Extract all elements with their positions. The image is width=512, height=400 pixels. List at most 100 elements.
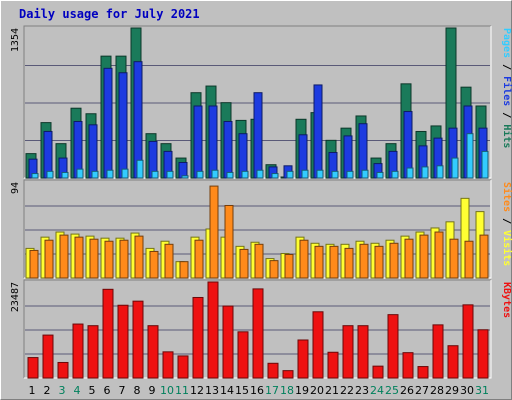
bar-pages-day-3	[61, 171, 69, 179]
bar-files-day-7	[118, 72, 128, 179]
bar-sites-day-20	[314, 245, 324, 279]
bar-files-day-20	[313, 84, 323, 179]
legend-separator: /	[501, 106, 512, 124]
bar-sites-day-25	[389, 242, 399, 279]
day-label-10: 10	[160, 384, 174, 397]
bar-sites-day-16	[254, 243, 264, 279]
bar-pages-day-17	[271, 173, 279, 179]
day-label-24: 24	[370, 384, 384, 397]
day-label-21: 21	[325, 384, 339, 397]
bar-sites-day-13	[209, 185, 219, 279]
bar-sites-day-7	[119, 239, 129, 279]
day-label-25: 25	[385, 384, 399, 397]
bar-sites-day-28	[434, 231, 444, 279]
bar-pages-day-20	[316, 169, 324, 179]
panel-2: 94 Sites / Visits	[10, 179, 512, 279]
bar-sites-day-18	[284, 254, 294, 279]
bar-sites-day-9	[149, 250, 159, 279]
day-label-4: 4	[74, 384, 81, 397]
bar-kbytes-day-22	[342, 325, 354, 379]
day-label-1: 1	[29, 384, 36, 397]
bar-sites-day-24	[374, 245, 384, 279]
bar-kbytes-day-24	[372, 365, 384, 379]
bar-sites-day-29	[449, 238, 459, 279]
bar-kbytes-day-11	[177, 355, 189, 379]
day-label-14: 14	[220, 384, 234, 397]
day-label-5: 5	[89, 384, 96, 397]
day-label-11: 11	[175, 384, 189, 397]
bar-sites-day-30	[464, 240, 474, 279]
bar-kbytes-day-21	[327, 351, 339, 379]
bar-kbytes-day-23	[357, 325, 369, 379]
bar-kbytes-day-10	[162, 351, 174, 379]
bar-pages-day-9	[151, 170, 159, 179]
panel-1: 1354 Pages / Files / Hits	[10, 25, 512, 179]
bar-pages-day-18	[286, 170, 294, 179]
bar-files-day-5	[88, 124, 98, 179]
bar-pages-day-19	[301, 169, 309, 179]
bar-kbytes-day-1	[27, 357, 39, 379]
bar-pages-day-27	[421, 166, 429, 179]
legend-separator: /	[501, 212, 512, 230]
bar-kbytes-day-28	[432, 324, 444, 379]
bar-pages-day-31	[481, 150, 489, 179]
bar-sites-day-14	[224, 204, 234, 279]
bar-sites-day-11	[179, 261, 189, 279]
bar-kbytes-day-2	[42, 334, 54, 379]
bar-pages-day-22	[346, 170, 354, 179]
bar-pages-day-14	[226, 171, 234, 179]
bar-kbytes-day-12	[192, 296, 204, 379]
bar-files-day-6	[103, 67, 113, 179]
legend-label: Pages / Files / Hits	[501, 28, 512, 148]
bar-sites-day-15	[239, 248, 249, 279]
day-label-9: 9	[149, 384, 156, 397]
bar-pages-day-1	[31, 173, 39, 179]
legend-label: KBytes	[501, 282, 512, 318]
bar-pages-day-12	[196, 170, 204, 179]
day-label-20: 20	[310, 384, 324, 397]
day-label-15: 15	[235, 384, 249, 397]
legend-separator: /	[501, 58, 512, 76]
bar-pages-day-7	[121, 168, 129, 179]
bar-kbytes-day-6	[102, 288, 114, 379]
day-label-23: 23	[355, 384, 369, 397]
day-label-29: 29	[445, 384, 459, 397]
panel-3: 23487 KBytes	[10, 279, 512, 379]
bar-sites-day-17	[269, 260, 279, 279]
bar-kbytes-day-30	[462, 304, 474, 379]
day-label-27: 27	[415, 384, 429, 397]
day-label-18: 18	[280, 384, 294, 397]
day-label-6: 6	[104, 384, 111, 397]
bar-pages-day-13	[211, 169, 219, 179]
bar-kbytes-day-13	[207, 281, 219, 379]
bar-sites-day-2	[44, 239, 54, 279]
bar-sites-day-19	[299, 239, 309, 279]
day-label-17: 17	[265, 384, 279, 397]
bar-kbytes-day-9	[147, 325, 159, 379]
legend-visits: Visits	[501, 230, 512, 266]
bar-pages-day-11	[181, 175, 189, 179]
bar-sites-day-23	[359, 243, 369, 279]
y-max-label: 23487	[10, 282, 21, 312]
bar-sites-day-1	[29, 249, 39, 279]
y-max-label: 94	[10, 182, 21, 194]
day-label-16: 16	[250, 384, 264, 397]
panel-border-dark	[23, 179, 491, 278]
bar-sites-day-5	[89, 238, 99, 279]
bar-pages-day-8	[136, 159, 144, 179]
bar-sites-day-6	[104, 240, 114, 279]
bar-sites-day-12	[194, 239, 204, 279]
day-label-8: 8	[134, 384, 141, 397]
bar-pages-day-21	[331, 170, 339, 179]
day-label-3: 3	[59, 384, 66, 397]
bar-kbytes-day-5	[87, 325, 99, 379]
bar-kbytes-day-25	[387, 314, 399, 379]
day-label-7: 7	[119, 384, 126, 397]
bar-pages-day-10	[166, 170, 174, 179]
bar-pages-day-25	[391, 170, 399, 179]
day-label-22: 22	[340, 384, 354, 397]
bar-kbytes-day-17	[267, 362, 279, 379]
bar-kbytes-day-16	[252, 288, 264, 379]
bar-sites-day-10	[164, 243, 174, 279]
